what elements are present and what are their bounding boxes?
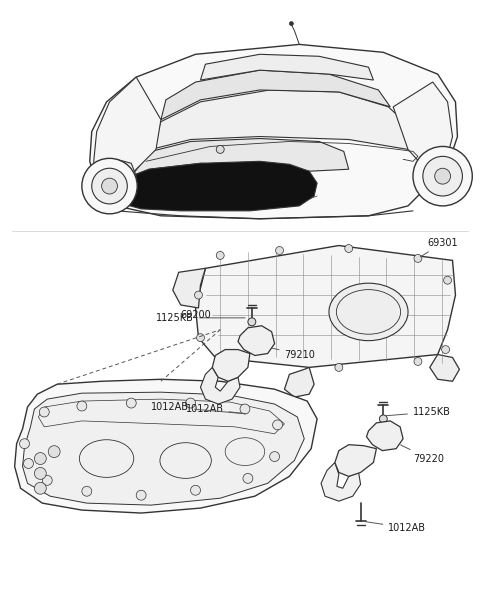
Polygon shape: [151, 90, 413, 149]
Polygon shape: [201, 367, 240, 404]
Circle shape: [82, 486, 92, 496]
Text: 1125KB: 1125KB: [156, 313, 245, 323]
Circle shape: [240, 404, 250, 414]
Circle shape: [136, 490, 146, 500]
Polygon shape: [131, 139, 349, 176]
Polygon shape: [393, 82, 453, 184]
Circle shape: [423, 156, 462, 196]
Circle shape: [381, 432, 391, 442]
Circle shape: [289, 22, 293, 25]
Polygon shape: [14, 379, 317, 513]
Text: 1012AB: 1012AB: [151, 402, 245, 414]
Circle shape: [77, 401, 87, 411]
Circle shape: [435, 168, 451, 184]
Circle shape: [35, 482, 46, 494]
Text: 1125KB: 1125KB: [386, 407, 451, 417]
Circle shape: [253, 337, 263, 347]
Polygon shape: [285, 367, 314, 397]
Circle shape: [35, 453, 46, 465]
Circle shape: [35, 468, 46, 479]
Circle shape: [413, 146, 472, 206]
Circle shape: [82, 159, 137, 214]
Circle shape: [414, 255, 422, 263]
Circle shape: [444, 276, 452, 284]
Text: 1012AB: 1012AB: [363, 522, 426, 533]
Text: 69200: 69200: [180, 310, 211, 320]
Polygon shape: [212, 350, 250, 381]
Circle shape: [191, 485, 201, 495]
Polygon shape: [90, 44, 457, 219]
Circle shape: [379, 415, 387, 423]
Circle shape: [102, 178, 118, 194]
Circle shape: [248, 318, 256, 325]
Circle shape: [273, 420, 283, 430]
Polygon shape: [321, 462, 360, 501]
Circle shape: [216, 252, 224, 260]
Text: 69301: 69301: [420, 238, 458, 257]
Polygon shape: [430, 355, 459, 381]
Circle shape: [345, 244, 353, 252]
Circle shape: [442, 345, 450, 353]
Polygon shape: [23, 392, 304, 505]
Polygon shape: [238, 325, 275, 356]
Polygon shape: [161, 70, 390, 120]
Polygon shape: [173, 268, 205, 308]
Polygon shape: [201, 54, 373, 80]
Text: 1012AB: 1012AB: [186, 404, 245, 414]
Circle shape: [24, 459, 34, 468]
Circle shape: [196, 334, 204, 342]
Circle shape: [186, 398, 195, 408]
Circle shape: [20, 439, 29, 449]
Circle shape: [335, 364, 343, 371]
Circle shape: [216, 145, 224, 154]
Text: 79220: 79220: [401, 445, 444, 463]
Polygon shape: [195, 246, 456, 367]
Polygon shape: [94, 77, 161, 186]
Circle shape: [276, 246, 284, 255]
Polygon shape: [120, 162, 317, 211]
Polygon shape: [367, 421, 403, 451]
Circle shape: [270, 451, 279, 462]
Polygon shape: [423, 149, 453, 184]
Text: 79210: 79210: [272, 348, 315, 359]
Circle shape: [42, 476, 52, 485]
Circle shape: [92, 168, 127, 204]
Circle shape: [226, 356, 234, 364]
Circle shape: [48, 446, 60, 457]
Circle shape: [414, 358, 422, 365]
Circle shape: [194, 291, 203, 299]
Circle shape: [39, 407, 49, 417]
Polygon shape: [97, 159, 136, 196]
Ellipse shape: [329, 283, 408, 341]
Polygon shape: [335, 445, 376, 476]
Circle shape: [243, 474, 253, 483]
Circle shape: [126, 398, 136, 408]
